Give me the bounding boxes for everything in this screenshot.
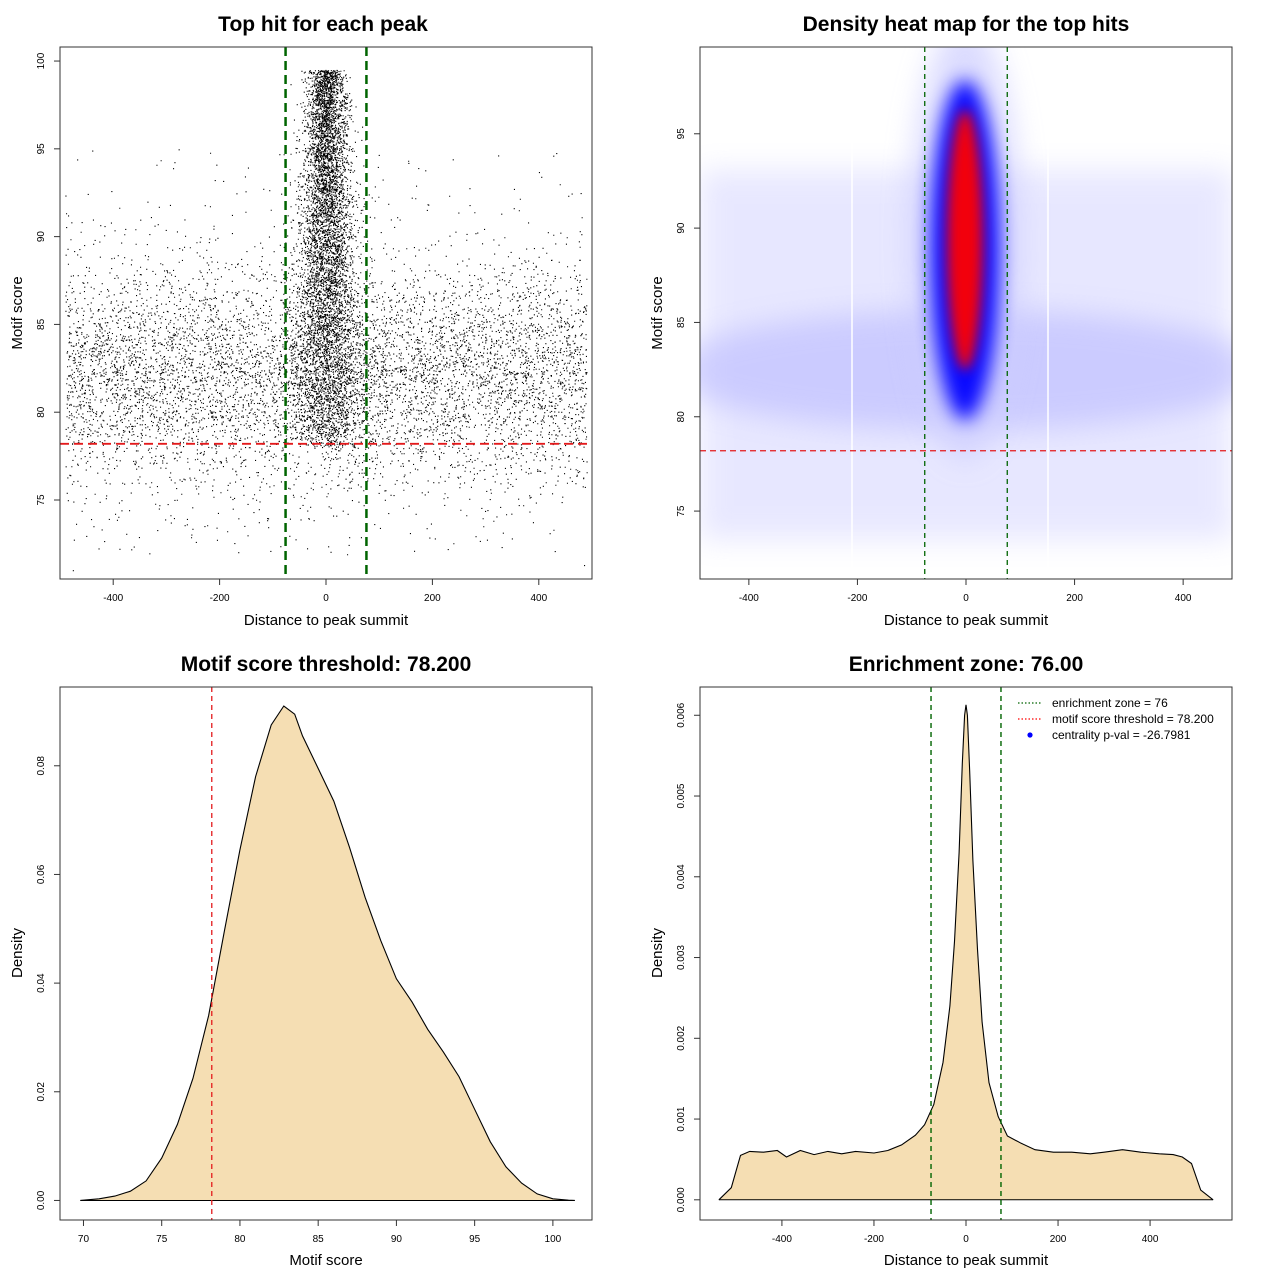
scatter-points	[65, 69, 588, 572]
scatter-y-label: Motif score	[9, 276, 26, 349]
y-tick-label: 0.005	[676, 783, 687, 808]
y-tick-label: 100	[36, 52, 47, 69]
scatter-panel: Top hit for each peak -400 -200 0 200 400 75…	[9, 13, 593, 629]
distance-density-y-label: Density	[649, 927, 666, 978]
y-tick-label: 0.006	[676, 702, 687, 727]
x-tick-label: -200	[210, 593, 230, 604]
x-tick-label: -400	[772, 1234, 792, 1245]
y-tick-label: 95	[676, 128, 687, 140]
legend-label: enrichment zone = 76	[1052, 696, 1168, 710]
heatmap-reference-lines	[700, 47, 1232, 579]
score-density-y-axis: 0.00 0.02 0.04 0.06 0.08	[36, 756, 61, 1210]
y-tick-label: 0.001	[676, 1106, 687, 1131]
y-tick-label: 0.02	[36, 1082, 47, 1102]
heatmap-y-axis: 75 80 85 90 95	[676, 128, 701, 517]
x-tick-label: 75	[156, 1234, 168, 1245]
x-tick-label: 0	[323, 593, 329, 604]
distance-density-legend: enrichment zone = 76 motif score threshol…	[1018, 696, 1214, 742]
legend-label: centrality p-val = -26.7981	[1052, 728, 1191, 742]
heatmap-x-label: Distance to peak summit	[884, 612, 1049, 629]
x-tick-label: 70	[78, 1234, 90, 1245]
x-tick-label: 0	[963, 1234, 969, 1245]
y-tick-label: 0.000	[676, 1187, 687, 1212]
x-tick-label: -200	[847, 593, 867, 604]
x-tick-label: 90	[391, 1234, 403, 1245]
y-tick-label: 0.00	[36, 1190, 47, 1210]
x-tick-label: 80	[234, 1234, 246, 1245]
scatter-title: Top hit for each peak	[218, 13, 428, 36]
y-tick-label: 85	[676, 316, 687, 328]
score-density-x-label: Motif score	[289, 1252, 362, 1269]
density-curve	[718, 704, 1214, 1201]
y-tick-label: 0.004	[676, 864, 687, 889]
score-density-title: Motif score threshold: 78.200	[181, 653, 472, 676]
x-tick-label: 0	[963, 593, 969, 604]
y-tick-label: 90	[36, 231, 47, 243]
x-tick-label: -200	[864, 1234, 884, 1245]
y-tick-label: 80	[676, 411, 687, 423]
distance-density-reference-lines	[930, 687, 1002, 1220]
y-tick-label: 85	[36, 318, 47, 330]
y-tick-label: 0.04	[36, 973, 47, 993]
x-tick-label: 200	[1050, 1234, 1067, 1245]
x-tick-label: 400	[1142, 1234, 1159, 1245]
x-tick-label: 85	[313, 1234, 325, 1245]
x-tick-label: 400	[530, 593, 547, 604]
x-tick-label: 200	[1066, 593, 1083, 604]
score-density-area-group	[80, 705, 575, 1201]
x-tick-label: 400	[1175, 593, 1192, 604]
scatter-reference-lines	[60, 47, 592, 579]
y-tick-label: 0.002	[676, 1025, 687, 1050]
scatter-x-axis: -400 -200 0 200 400	[103, 578, 548, 604]
y-tick-label: 75	[676, 505, 687, 517]
heatmap-panel: Density heat map for the top hits -400 -2…	[649, 13, 1233, 629]
distance-density-x-axis: -400 -200 0 200 400	[772, 1219, 1159, 1245]
y-tick-label: 80	[36, 406, 47, 418]
density-fill	[718, 704, 1214, 1200]
distance-density-y-axis: 0.000 0.001 0.002 0.003 0.004 0.005 0.006	[676, 702, 701, 1212]
x-tick-label: 200	[424, 593, 441, 604]
score-density-x-axis: 70 75 80 85 90 95 100	[78, 1219, 562, 1245]
distance-density-x-label: Distance to peak summit	[884, 1252, 1049, 1269]
density-fill	[80, 706, 575, 1201]
y-tick-label: 90	[676, 222, 687, 234]
score-density-y-label: Density	[9, 927, 26, 978]
x-tick-label: 95	[469, 1234, 481, 1245]
heatmap-y-label: Motif score	[649, 276, 666, 349]
heatmap-x-axis: -400 -200 0 200 400	[739, 578, 1192, 604]
distance-density-title: Enrichment zone: 76.00	[849, 653, 1084, 676]
y-tick-label: 75	[36, 494, 47, 506]
legend-marker	[1027, 732, 1033, 738]
scatter-y-axis: 75 80 85 90 95 100	[36, 52, 61, 506]
legend-label: motif score threshold = 78.200	[1052, 712, 1214, 726]
scatter-point-cloud	[65, 69, 588, 572]
y-tick-label: 0.08	[36, 756, 47, 776]
y-tick-label: 0.06	[36, 864, 47, 884]
density-curve	[80, 705, 575, 1201]
x-tick-label: 100	[545, 1234, 562, 1245]
distance-density-panel: Enrichment zone: 76.00 -400 -200 0 200 400 0…	[649, 653, 1233, 1269]
heatmap-title: Density heat map for the top hits	[803, 13, 1130, 36]
score-density-panel: Motif score threshold: 78.200 70 75 80 85 90…	[9, 653, 593, 1269]
y-tick-label: 95	[36, 143, 47, 155]
heatmap-density	[700, 47, 1232, 579]
y-tick-label: 0.003	[676, 945, 687, 970]
x-tick-label: -400	[739, 593, 759, 604]
x-tick-label: -400	[103, 593, 123, 604]
scatter-x-label: Distance to peak summit	[244, 612, 409, 629]
heatmap-red-core	[947, 110, 983, 370]
distance-density-area-group	[718, 704, 1214, 1201]
